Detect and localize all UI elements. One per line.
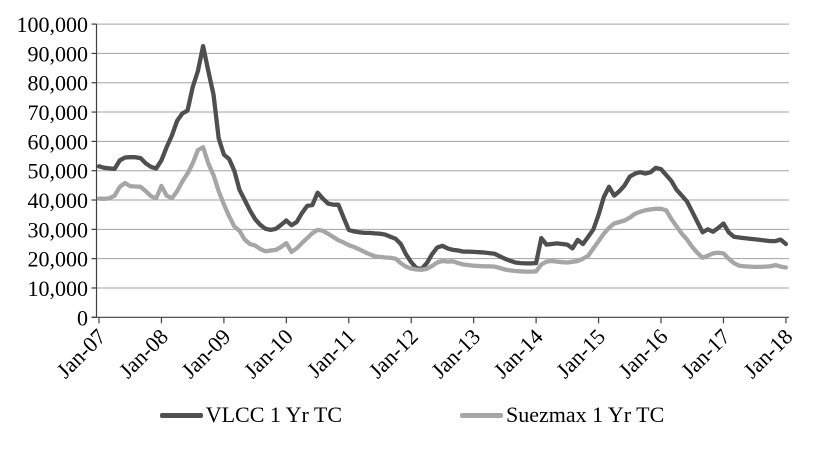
x-axis-label: Jan-14 bbox=[488, 324, 547, 383]
suezmax-line-swatch bbox=[460, 412, 504, 418]
y-axis-label: 70,000 bbox=[28, 100, 89, 125]
y-axis-label: 0 bbox=[77, 305, 88, 330]
vlcc-1-yr-tc-line bbox=[96, 43, 789, 272]
chart-legend: VLCC 1 Yr TC Suezmax 1 Yr TC bbox=[0, 402, 824, 428]
x-axis-label: Jan-16 bbox=[613, 324, 672, 383]
x-axis-label: Jan-17 bbox=[676, 324, 735, 383]
y-axis-label: 80,000 bbox=[28, 71, 89, 96]
y-axis-label: 20,000 bbox=[28, 247, 89, 272]
x-axis-label: Jan-11 bbox=[302, 324, 361, 383]
x-axis-label: Jan-09 bbox=[176, 324, 235, 383]
legend-label-vlcc: VLCC 1 Yr TC bbox=[205, 402, 343, 427]
y-axis-label: 10,000 bbox=[28, 276, 89, 301]
legend-label-suezmax: Suezmax 1 Yr TC bbox=[506, 402, 665, 427]
x-axis-label: Jan-08 bbox=[114, 324, 173, 383]
y-axis-label: 90,000 bbox=[28, 41, 89, 66]
x-axis-label: Jan-13 bbox=[426, 324, 485, 383]
x-axis-label: Jan-07 bbox=[51, 324, 110, 383]
y-axis-label: 100,000 bbox=[17, 12, 89, 37]
x-axis-label: Jan-10 bbox=[239, 324, 298, 383]
x-axis-label: Jan-15 bbox=[551, 324, 610, 383]
y-axis-label: 60,000 bbox=[28, 129, 89, 154]
y-axis-label: 50,000 bbox=[28, 159, 89, 184]
legend-item-vlcc: VLCC 1 Yr TC bbox=[159, 402, 343, 428]
y-axis-label: 30,000 bbox=[28, 217, 89, 242]
y-axis-label: 40,000 bbox=[28, 188, 89, 213]
legend-item-suezmax: Suezmax 1 Yr TC bbox=[460, 402, 664, 428]
vlcc-line-swatch bbox=[159, 412, 203, 418]
x-axis-label: Jan-18 bbox=[738, 324, 797, 383]
x-axis-label: Jan-12 bbox=[364, 324, 423, 383]
suezmax-1-yr-tc-line bbox=[96, 145, 789, 274]
